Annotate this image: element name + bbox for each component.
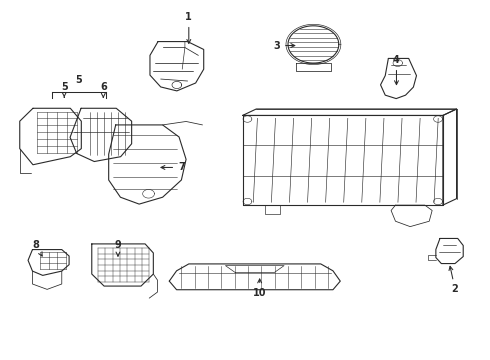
Polygon shape bbox=[28, 249, 69, 275]
Polygon shape bbox=[20, 108, 81, 165]
Text: 8: 8 bbox=[32, 239, 42, 256]
Polygon shape bbox=[436, 238, 463, 264]
Text: 1: 1 bbox=[185, 12, 192, 43]
Polygon shape bbox=[150, 41, 204, 91]
Text: 5: 5 bbox=[75, 75, 82, 85]
Polygon shape bbox=[70, 108, 132, 162]
Polygon shape bbox=[391, 205, 432, 226]
Text: 5: 5 bbox=[61, 82, 68, 97]
Text: 7: 7 bbox=[161, 162, 185, 172]
Polygon shape bbox=[381, 58, 416, 99]
Text: 6: 6 bbox=[100, 82, 107, 98]
Polygon shape bbox=[169, 264, 340, 290]
Text: 10: 10 bbox=[253, 279, 267, 298]
Polygon shape bbox=[443, 109, 457, 205]
Text: 9: 9 bbox=[115, 239, 122, 256]
Text: 2: 2 bbox=[449, 266, 459, 294]
Polygon shape bbox=[109, 125, 186, 204]
Text: 3: 3 bbox=[273, 41, 295, 50]
Polygon shape bbox=[243, 109, 457, 116]
Polygon shape bbox=[225, 266, 284, 273]
Polygon shape bbox=[243, 116, 443, 205]
Polygon shape bbox=[92, 244, 153, 286]
Text: 4: 4 bbox=[393, 55, 400, 85]
